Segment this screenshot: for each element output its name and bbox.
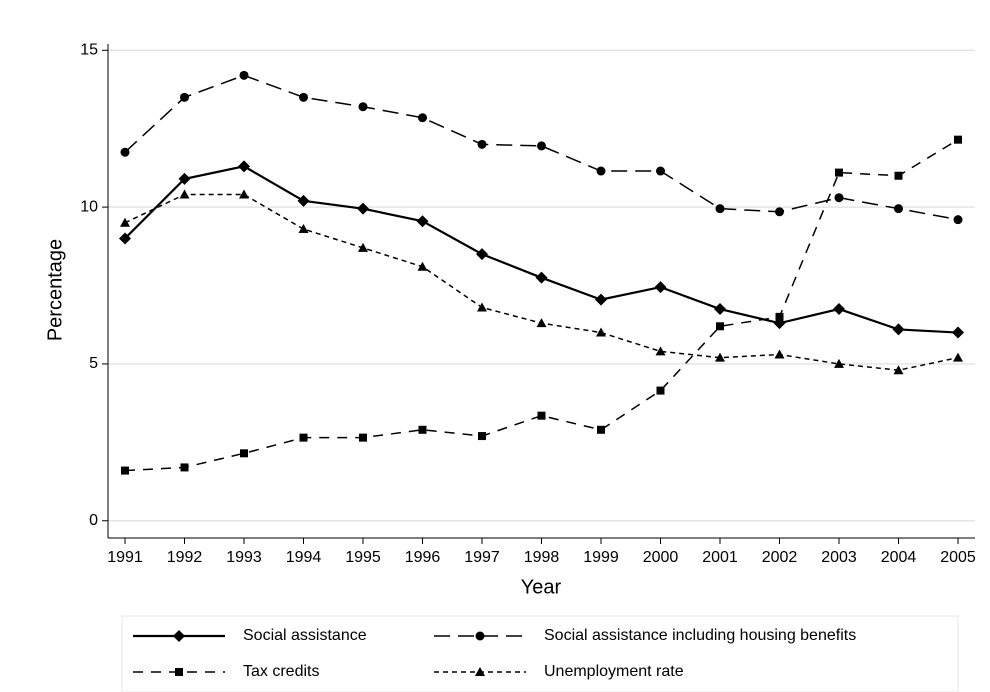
x-tick-label: 2003	[821, 549, 857, 566]
data-point	[478, 432, 486, 441]
legend-label: Social assistance	[243, 627, 367, 644]
data-point	[180, 92, 189, 102]
data-point	[120, 217, 130, 227]
data-point	[654, 281, 667, 294]
data-point	[893, 365, 904, 375]
data-point	[358, 242, 368, 252]
x-tick-label: 1998	[524, 549, 560, 566]
data-point	[892, 323, 905, 336]
data-point	[715, 204, 725, 214]
data-point	[239, 70, 249, 80]
data-point	[954, 135, 962, 144]
data-point	[357, 202, 369, 215]
data-point	[359, 433, 367, 442]
data-point	[656, 166, 665, 176]
y-axis-label: Percentage	[44, 239, 66, 341]
data-point	[597, 425, 605, 434]
legend-box	[121, 615, 959, 692]
data-point	[715, 352, 725, 362]
data-point	[714, 303, 726, 316]
x-tick-label: 2005	[940, 549, 976, 566]
data-point	[119, 232, 131, 245]
legend-marker	[475, 631, 485, 641]
data-point	[535, 271, 548, 284]
data-point	[894, 204, 903, 214]
x-tick-label: 1992	[167, 549, 203, 566]
x-tick-label: 2002	[762, 549, 798, 566]
data-point	[121, 466, 129, 475]
data-point	[537, 141, 546, 151]
data-point	[894, 171, 903, 180]
data-point	[775, 312, 784, 321]
series-line	[124, 165, 959, 334]
data-point	[299, 92, 308, 102]
series-line	[124, 74, 959, 221]
y-tick-label: 5	[89, 355, 98, 372]
data-point	[952, 326, 964, 339]
data-point	[477, 302, 487, 312]
data-point	[716, 322, 724, 331]
data-point	[953, 352, 963, 362]
data-point	[239, 189, 249, 199]
data-point	[834, 193, 844, 203]
data-point	[299, 433, 308, 442]
data-point	[774, 349, 785, 359]
data-point	[178, 172, 191, 185]
data-point	[179, 189, 190, 199]
data-point	[418, 425, 427, 434]
y-tick-label: 15	[80, 41, 98, 58]
data-point	[418, 113, 427, 123]
data-point	[656, 386, 665, 395]
y-tick-label: 0	[89, 512, 98, 529]
data-point	[537, 411, 546, 420]
data-point	[596, 327, 606, 337]
data-point	[775, 207, 784, 217]
x-tick-label: 1991	[107, 549, 143, 566]
x-tick-label: 1994	[286, 549, 322, 566]
x-tick-label: 1999	[583, 549, 619, 566]
data-point	[358, 102, 368, 112]
data-point	[595, 293, 607, 306]
x-tick-label: 1993	[226, 549, 262, 566]
x-tick-label: 1995	[345, 549, 381, 566]
series-line	[124, 139, 959, 472]
data-point	[298, 224, 309, 234]
legend-label: Tax credits	[243, 663, 319, 680]
data-point	[953, 215, 963, 225]
data-point	[835, 168, 843, 177]
x-tick-label: 2000	[643, 549, 679, 566]
data-point	[240, 449, 248, 458]
legend-marker	[175, 668, 183, 676]
x-tick-label: 1997	[464, 549, 500, 566]
data-point	[238, 160, 250, 173]
legend-label: Social assistance including housing bene…	[544, 627, 856, 644]
x-tick-label: 2004	[881, 549, 917, 566]
data-point	[536, 318, 547, 328]
legend-label: Unemployment rate	[544, 663, 684, 680]
data-point	[297, 194, 310, 207]
data-point	[833, 303, 845, 316]
data-point	[834, 358, 844, 368]
y-tick-label: 10	[80, 198, 98, 215]
data-point	[596, 166, 606, 176]
legend-marker	[173, 630, 185, 642]
data-point	[655, 346, 666, 356]
legend-marker	[475, 667, 485, 676]
data-point	[120, 147, 130, 157]
x-tick-label: 1996	[405, 549, 441, 566]
x-axis-label: Year	[521, 576, 562, 598]
data-point	[476, 248, 488, 261]
data-point	[180, 463, 189, 472]
x-tick-label: 2001	[702, 549, 738, 566]
data-point	[417, 261, 428, 271]
data-point	[477, 139, 487, 149]
data-point	[416, 215, 429, 228]
